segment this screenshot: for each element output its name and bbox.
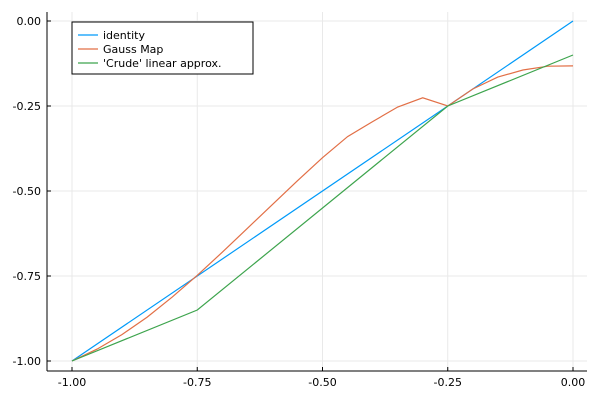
legend-label: 'Crude' linear approx. [103,57,221,70]
series-line-2 [71,65,574,362]
legend-label: Gauss Map [103,43,163,56]
x-tick-label: -0.25 [434,376,462,389]
legend-box [71,21,254,75]
legend-label: identity [103,29,145,42]
y-tick-label: -0.50 [13,185,41,198]
series-layer [71,20,574,362]
series-line-3 [71,54,574,362]
x-tick-label: 0.00 [561,376,586,389]
series-line-1 [71,20,574,362]
x-tick-label: -0.75 [183,376,211,389]
y-tick-label: -0.25 [13,100,41,113]
x-tick-label: -0.50 [308,376,336,389]
y-tick-label: -1.00 [13,355,41,368]
axes: -1.00 -0.75 -0.50 -0.25 0.00 -1.00 -0.75 -0.50 -… [13,12,587,389]
y-tick-label: -0.75 [13,270,41,283]
x-tick-label: -1.00 [58,376,86,389]
y-tick-label: 0.00 [17,15,42,28]
